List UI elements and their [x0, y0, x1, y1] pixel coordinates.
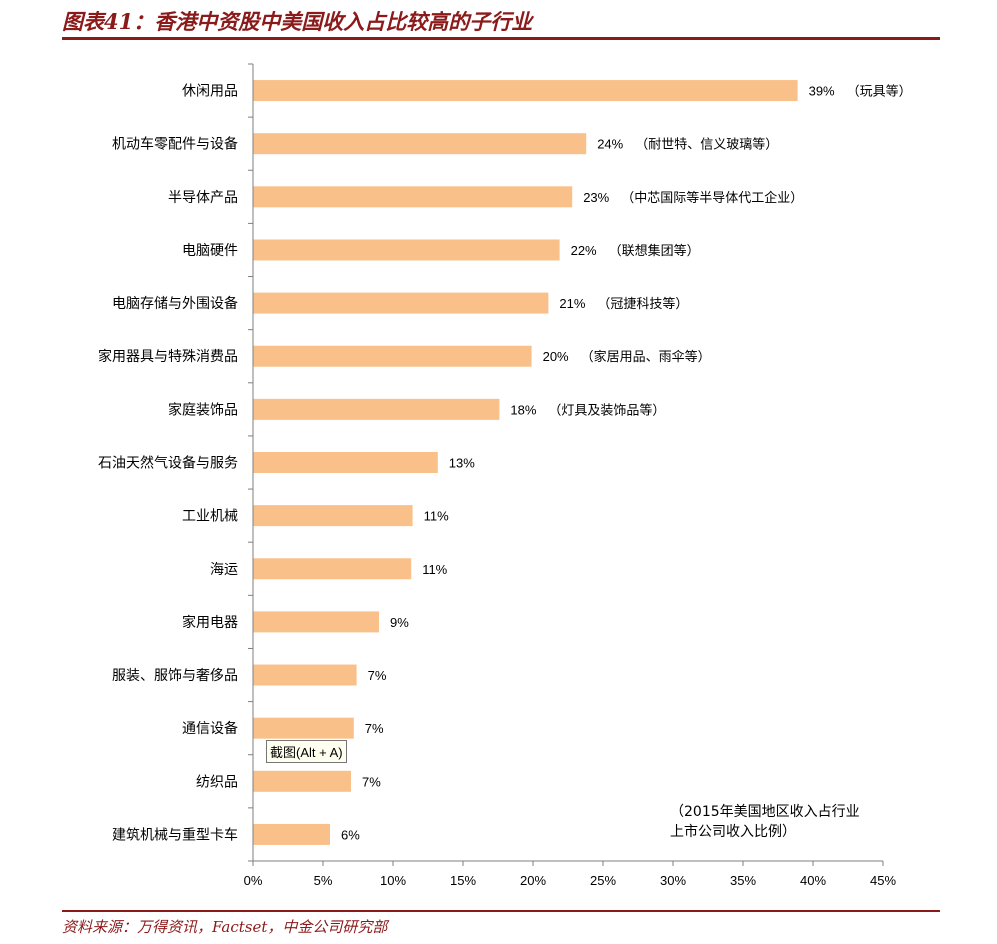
value-label-5: 20% — [543, 349, 569, 364]
page-title: 图表41：香港中资股中美国收入占比较高的子行业 — [62, 9, 533, 34]
bar-4 — [253, 292, 549, 314]
value-label-2: 23% — [583, 190, 609, 205]
category-label-3: 电脑硬件 — [182, 243, 238, 259]
category-label-2: 半导体产品 — [168, 190, 238, 206]
bar-6 — [253, 398, 500, 420]
category-label-14: 建筑机械与重型卡车 — [112, 826, 238, 843]
bar-5 — [253, 345, 532, 367]
value-label-11: 7% — [368, 668, 387, 683]
value-label-1: 24% — [597, 137, 623, 152]
category-label-8: 工业机械 — [182, 509, 238, 525]
bar-0 — [253, 80, 798, 102]
bar-8 — [253, 505, 413, 527]
value-label-0: 39% — [809, 84, 835, 99]
bar-12 — [253, 717, 354, 739]
x-tick-label-2: 10% — [380, 873, 406, 888]
value-label-10: 9% — [390, 615, 409, 630]
category-label-13: 纺织品 — [196, 774, 238, 790]
x-tick-label-8: 40% — [800, 873, 826, 888]
category-label-10: 家用电器 — [182, 614, 238, 631]
bar-9 — [253, 558, 412, 580]
x-tick-label-4: 20% — [520, 873, 546, 888]
note-label-4: （冠捷科技等） — [597, 296, 688, 312]
note-label-1: （耐世特、信义玻璃等） — [635, 137, 778, 153]
note-label-5: （家居用品、雨伞等） — [581, 349, 711, 365]
category-label-11: 服装、服饰与奢侈品 — [112, 668, 238, 684]
x-tick-label-9: 45% — [870, 873, 896, 888]
bar-13 — [253, 770, 351, 792]
note-label-0: （玩具等） — [847, 84, 912, 100]
note-label-2: （中芯国际等半导体代工企业） — [621, 190, 803, 206]
value-label-7: 13% — [449, 456, 475, 471]
annotation-line-1: （2015年美国地区收入占行业 — [670, 804, 860, 820]
source-note: 资料来源：万得资讯，Factset，中金公司研究部 — [62, 918, 388, 936]
bar-3 — [253, 239, 560, 261]
category-label-5: 家用器具与特殊消费品 — [98, 348, 238, 365]
bar-1 — [253, 133, 587, 155]
note-label-6: （灯具及装饰品等） — [548, 402, 665, 418]
category-label-9: 海运 — [210, 562, 238, 578]
value-label-3: 22% — [571, 243, 597, 258]
value-label-8: 11% — [424, 509, 449, 524]
x-tick-label-3: 15% — [450, 873, 476, 888]
category-label-7: 石油天然气设备与服务 — [98, 455, 238, 472]
bar-11 — [253, 664, 357, 686]
bar-7 — [253, 452, 438, 473]
category-label-4: 电脑存储与外围设备 — [112, 295, 238, 312]
x-tick-label-0: 0% — [244, 873, 263, 888]
chart-annotation: （2015年美国地区收入占行业 上市公司收入比例） — [670, 802, 860, 842]
x-tick-label-7: 35% — [730, 873, 756, 888]
bar-10 — [253, 611, 379, 633]
category-label-12: 通信设备 — [182, 720, 238, 737]
value-label-4: 21% — [559, 296, 585, 311]
value-label-12: 7% — [365, 721, 384, 736]
note-label-3: （联想集团等） — [609, 243, 700, 259]
bar-14 — [253, 823, 330, 845]
footer-rule — [62, 910, 940, 912]
screenshot-tooltip: 截图(Alt + A) — [266, 740, 347, 763]
x-tick-label-5: 25% — [590, 873, 616, 888]
value-label-14: 6% — [341, 827, 360, 842]
annotation-line-2: 上市公司收入比例） — [670, 824, 796, 840]
value-label-9: 11% — [422, 562, 447, 577]
value-label-6: 18% — [510, 402, 536, 417]
x-tick-label-6: 30% — [660, 873, 686, 888]
value-label-13: 7% — [362, 774, 381, 789]
title-rule — [62, 37, 940, 40]
category-label-6: 家庭装饰品 — [168, 401, 238, 418]
category-label-1: 机动车零配件与设备 — [112, 136, 238, 153]
bar-2 — [253, 186, 573, 208]
x-tick-label-1: 5% — [314, 873, 333, 888]
category-label-0: 休闲用品 — [182, 84, 238, 100]
